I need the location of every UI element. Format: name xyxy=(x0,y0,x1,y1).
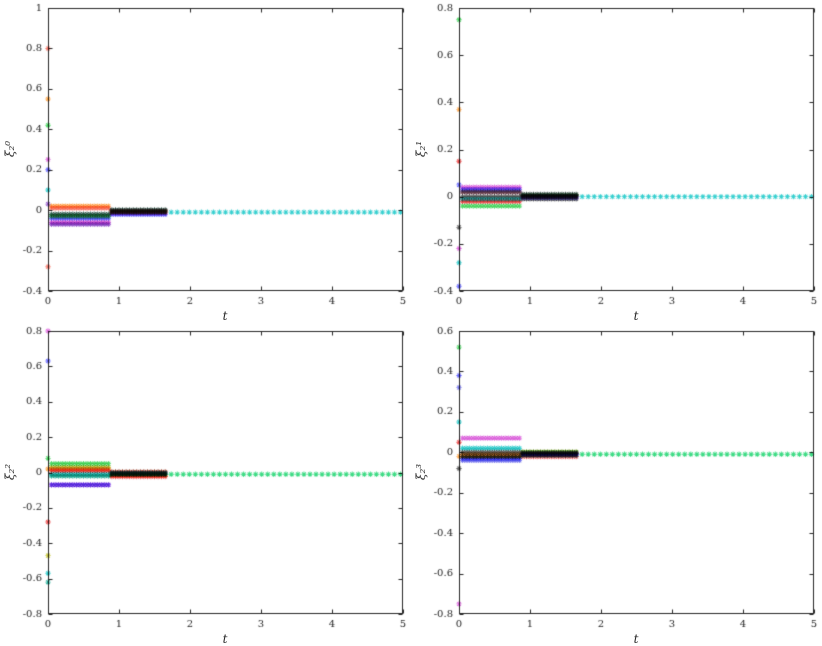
subplot-xi2-2-canvas xyxy=(0,323,411,646)
subplot-xi2-0: ξ₂⁰ t xyxy=(0,0,411,323)
subplot-xi2-1: ξ₂¹ t xyxy=(411,0,822,323)
y-axis-label-xi2-3: ξ₂³ xyxy=(414,463,428,481)
subplot-xi2-2: ξ₂² t xyxy=(0,323,411,646)
subplot-xi2-1-canvas xyxy=(411,0,822,323)
subplot-xi2-0-canvas xyxy=(0,0,411,323)
y-axis-label-xi2-2: ξ₂² xyxy=(3,463,17,481)
subplot-xi2-3: ξ₂³ t xyxy=(411,323,822,646)
y-axis-label-xi2-0: ξ₂⁰ xyxy=(3,140,17,158)
x-axis-label-t-2: t xyxy=(222,632,228,646)
x-axis-label-t-1: t xyxy=(633,309,639,323)
x-axis-label-t-3: t xyxy=(633,632,639,646)
x-axis-label-t-0: t xyxy=(222,309,228,323)
subplot-xi2-3-canvas xyxy=(411,323,822,646)
y-axis-label-xi2-1: ξ₂¹ xyxy=(414,140,428,158)
